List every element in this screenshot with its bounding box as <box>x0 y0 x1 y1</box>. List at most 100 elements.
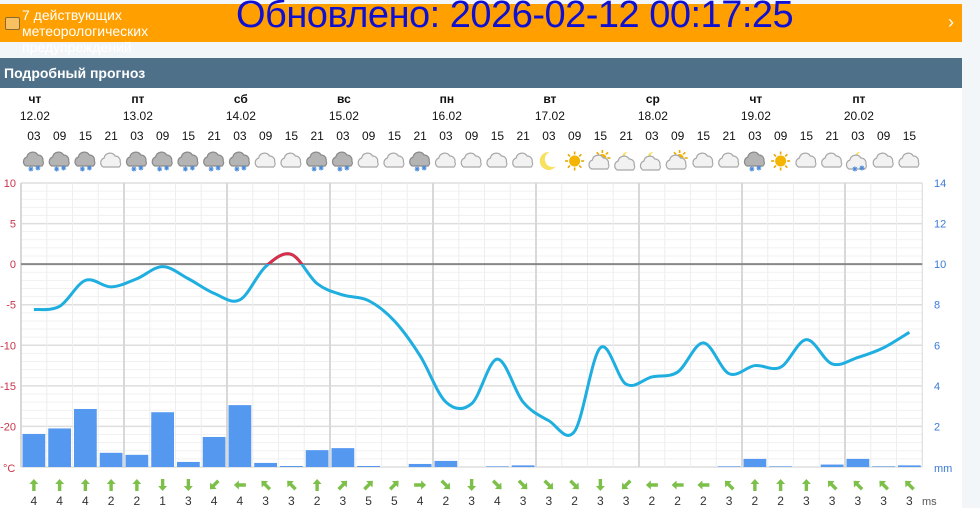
wind-speed: 3 <box>803 494 810 508</box>
precip-bar <box>254 462 277 467</box>
wind-arrow-icon <box>55 479 65 491</box>
wind-speed: 2 <box>777 494 784 508</box>
left-axis-tick: 10 <box>4 178 16 190</box>
hour-label: 09 <box>876 129 891 143</box>
hour-label: 15 <box>696 129 711 143</box>
snowflake <box>28 166 34 172</box>
wind-arrow-icon <box>209 479 220 490</box>
cloud-shape <box>177 151 199 167</box>
sun-ray <box>773 153 777 157</box>
day-date: 17.02 <box>534 109 565 123</box>
right-axis-tick: 2 <box>934 421 940 433</box>
wind-arrow-icon <box>879 480 890 491</box>
cloud-icon <box>692 152 714 168</box>
hour-label: 21 <box>104 129 118 143</box>
moon-cloud-icon <box>614 151 636 171</box>
chevron-right-icon[interactable]: › <box>948 12 954 32</box>
hour-label: 15 <box>490 129 505 143</box>
day-date: 14.02 <box>225 109 256 123</box>
arrow-shape <box>440 479 451 490</box>
cloud-shape <box>357 152 379 168</box>
cloud-shape <box>74 151 96 167</box>
arrow-shape <box>801 479 811 491</box>
arrow-shape <box>827 480 838 491</box>
cloud-shape <box>125 151 147 167</box>
sun-icon <box>771 151 791 171</box>
arrow-shape <box>543 479 554 490</box>
snowflake <box>189 165 195 171</box>
cloud-shape <box>331 151 353 167</box>
wind-speed: 4 <box>82 494 89 508</box>
snow-cloud-icon <box>409 151 431 172</box>
arrow-shape <box>517 479 528 490</box>
cloud-shape <box>434 152 456 168</box>
hour-label: 03 <box>851 129 865 143</box>
wind-speed: 3 <box>262 494 269 508</box>
cloud-shape <box>486 152 508 168</box>
wind-speed: 1 <box>159 494 166 508</box>
wind-speed: 4 <box>494 494 501 508</box>
day-date: 19.02 <box>740 109 771 123</box>
hour-label: 21 <box>413 129 427 143</box>
snow-cloud-icon <box>151 151 173 172</box>
day-name: вс <box>336 92 351 106</box>
wind-arrow-icon <box>287 480 297 491</box>
wind-speed: 5 <box>391 494 398 508</box>
hour-label: 03 <box>233 129 247 143</box>
wind-arrow-icon <box>491 479 502 490</box>
day-name: пт <box>131 92 145 106</box>
wind-arrow-icon <box>853 480 864 491</box>
precip-bar <box>151 412 174 467</box>
cloud-shape <box>280 152 302 168</box>
day-date: 12.02 <box>19 109 50 123</box>
day-name: вт <box>543 92 557 106</box>
precip-bar <box>434 460 458 467</box>
sun-ray <box>784 153 788 157</box>
left-axis-tick: -5 <box>6 300 16 312</box>
precip-bar <box>228 405 252 467</box>
snowflake <box>138 165 144 171</box>
cloud-shape <box>872 152 894 168</box>
snow-cloud-icon <box>203 151 225 172</box>
hour-label: 15 <box>387 129 402 143</box>
day-date: 16.02 <box>431 109 462 123</box>
day-name: пн <box>439 92 455 106</box>
moon-icon <box>539 151 556 170</box>
snow-cloud-icon <box>125 151 147 172</box>
wind-arrow-icon <box>233 480 246 490</box>
section-title: Подробный прогноз <box>4 65 146 81</box>
arrow-shape <box>29 479 39 491</box>
arrow-shape <box>80 479 90 491</box>
hour-label: 21 <box>207 129 221 143</box>
wind-arrow-icon <box>905 480 915 491</box>
snowflake <box>318 165 324 171</box>
cloud-shape <box>512 152 534 168</box>
hour-label: 09 <box>52 129 67 143</box>
wind-speed: 3 <box>468 494 475 508</box>
left-axis-tick: -10 <box>0 340 16 352</box>
precip-bar <box>99 452 123 467</box>
warnings-link[interactable]: 7 действующих метеорологических предупре… <box>22 7 149 55</box>
snowflake <box>241 165 247 171</box>
snowflake <box>215 165 221 171</box>
wind-arrow-icon <box>80 479 90 491</box>
arrow-shape <box>261 480 272 491</box>
cloud-shape <box>203 151 225 167</box>
precip-bar <box>486 466 509 467</box>
precip-bar <box>769 466 792 467</box>
warnings-banner[interactable]: 7 действующих метеорологических предупре… <box>0 4 962 55</box>
snowflake <box>86 165 92 171</box>
snow-cloud-icon <box>743 151 765 172</box>
wind-arrow-icon <box>750 479 760 491</box>
precip-bar <box>22 433 46 467</box>
snowflake <box>35 165 41 171</box>
sun-ray <box>578 165 582 169</box>
wind-arrow-icon <box>671 480 684 490</box>
cloud-shape <box>639 155 661 171</box>
cloud-shape <box>22 151 44 167</box>
wind-speed: 3 <box>855 494 862 508</box>
snowflake <box>182 166 188 172</box>
wind-arrow-icon <box>312 479 322 491</box>
right-axis-tick: 8 <box>934 300 940 312</box>
snow-cloud-icon <box>331 151 353 172</box>
